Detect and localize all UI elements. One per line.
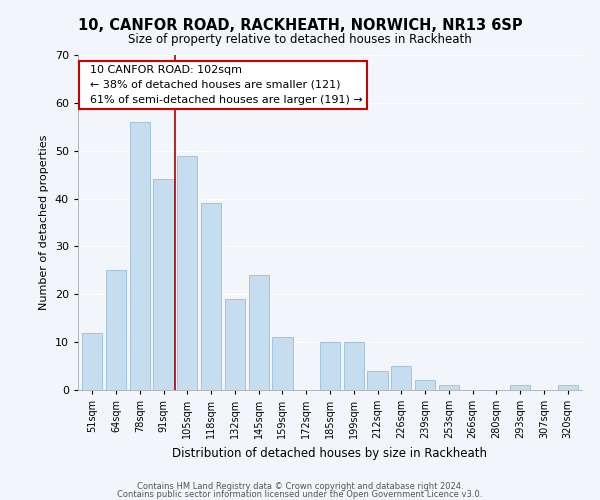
Text: Contains public sector information licensed under the Open Government Licence v3: Contains public sector information licen… bbox=[118, 490, 482, 499]
Bar bbox=[154, 180, 173, 390]
Text: Contains HM Land Registry data © Crown copyright and database right 2024.: Contains HM Land Registry data © Crown c… bbox=[137, 482, 463, 491]
Text: 10, CANFOR ROAD, RACKHEATH, NORWICH, NR13 6SP: 10, CANFOR ROAD, RACKHEATH, NORWICH, NR1… bbox=[77, 18, 523, 32]
Text: 10 CANFOR ROAD: 102sqm
  ← 38% of detached houses are smaller (121)
  61% of sem: 10 CANFOR ROAD: 102sqm ← 38% of detached… bbox=[83, 65, 363, 104]
Bar bbox=[201, 204, 221, 390]
Bar bbox=[272, 338, 293, 390]
Bar bbox=[367, 371, 388, 390]
Bar bbox=[391, 366, 412, 390]
Bar bbox=[320, 342, 340, 390]
Bar bbox=[344, 342, 364, 390]
Bar bbox=[248, 275, 269, 390]
Y-axis label: Number of detached properties: Number of detached properties bbox=[39, 135, 49, 310]
Text: Size of property relative to detached houses in Rackheath: Size of property relative to detached ho… bbox=[128, 32, 472, 46]
Bar bbox=[106, 270, 126, 390]
Bar bbox=[177, 156, 197, 390]
Bar bbox=[510, 385, 530, 390]
Bar bbox=[82, 332, 103, 390]
Bar bbox=[415, 380, 435, 390]
Bar bbox=[557, 385, 578, 390]
Bar bbox=[439, 385, 459, 390]
Bar bbox=[225, 299, 245, 390]
Bar bbox=[130, 122, 150, 390]
X-axis label: Distribution of detached houses by size in Rackheath: Distribution of detached houses by size … bbox=[173, 446, 487, 460]
